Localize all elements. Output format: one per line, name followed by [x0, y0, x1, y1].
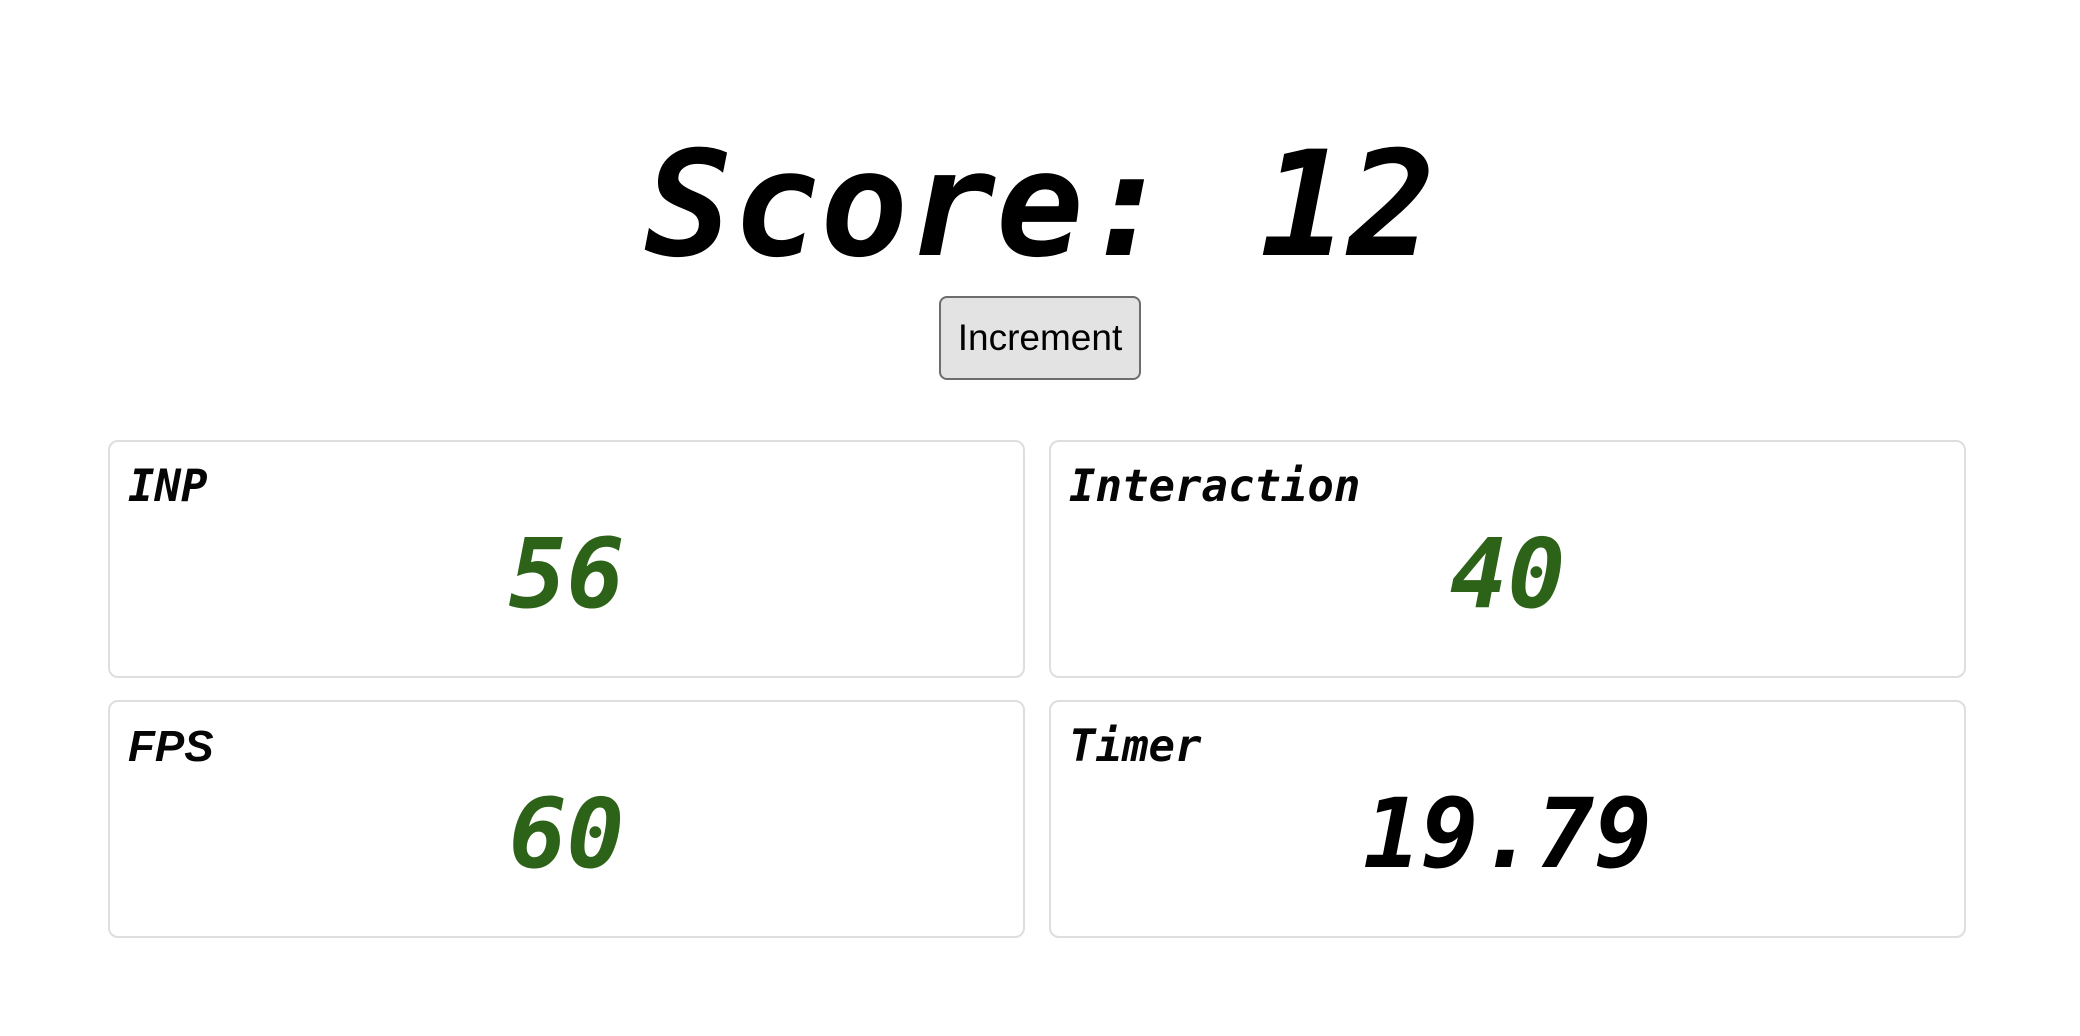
metric-card-inp: INP 56 — [108, 440, 1025, 678]
action-bar: Increment — [0, 296, 2080, 380]
metric-card-timer: Timer 19.79 — [1049, 700, 1966, 938]
metric-label: INP — [128, 461, 208, 512]
metric-value: 40 — [1449, 518, 1566, 630]
metric-label: Interaction — [1069, 461, 1361, 512]
metric-label: FPS — [128, 722, 214, 771]
increment-button[interactable]: Increment — [939, 296, 1141, 380]
metric-value: 60 — [508, 778, 625, 890]
metric-card-interaction: Interaction 40 — [1049, 440, 1966, 678]
metric-value: 19.79 — [1363, 778, 1652, 890]
metric-card-fps: FPS 60 — [108, 700, 1025, 938]
metric-label: Timer — [1069, 721, 1202, 772]
metrics-grid: INP 56 Interaction 40 FPS 60 Timer 19.79 — [108, 440, 1966, 938]
page-title: Score: 12 — [644, 119, 1436, 290]
metric-value: 56 — [508, 518, 625, 630]
